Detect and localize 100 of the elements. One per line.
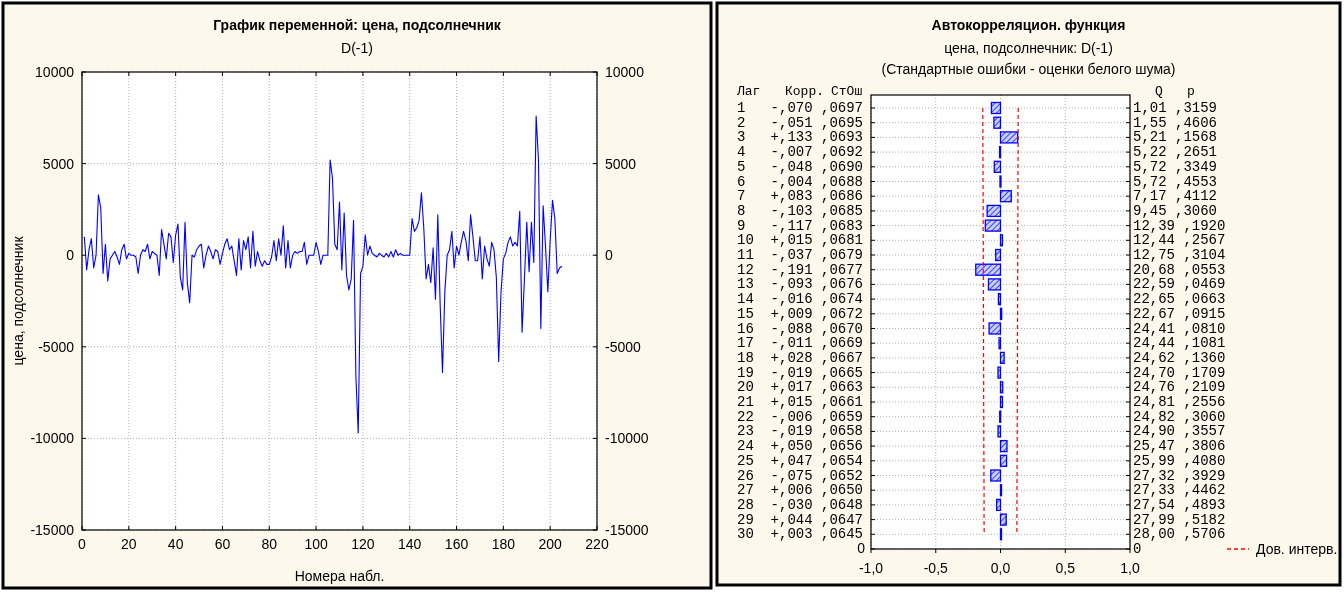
bar bbox=[999, 454, 1008, 467]
text: 19 -,019 ,0665 bbox=[737, 364, 864, 381]
x-tick-label: 1,0 bbox=[1120, 560, 1140, 576]
chart-subtitle: D(-1) bbox=[341, 40, 373, 56]
text: 24,76 ,2109 bbox=[1133, 379, 1226, 396]
bar bbox=[990, 469, 1002, 482]
text: 5 -,048 ,0690 bbox=[737, 158, 864, 175]
text: 4 -,007 ,0692 bbox=[737, 144, 864, 161]
text: Лаг bbox=[736, 84, 761, 99]
legend-label: Дов. интерв. bbox=[1256, 541, 1338, 557]
bar bbox=[988, 322, 1002, 335]
text: 9 -,117 ,0683 bbox=[737, 217, 864, 234]
text: 2 -,051 ,0695 bbox=[737, 114, 864, 131]
bar bbox=[975, 263, 1002, 276]
x-tick-label: 0,5 bbox=[1055, 560, 1076, 576]
bar bbox=[997, 292, 1002, 306]
bar bbox=[993, 160, 1002, 173]
text: 20,68 ,0553 bbox=[1133, 261, 1226, 278]
text: 27,99 ,5182 bbox=[1133, 511, 1226, 528]
text: 10 +,015 ,0681 bbox=[737, 232, 864, 249]
bar bbox=[995, 248, 1002, 262]
text: 5,72 ,4553 bbox=[1133, 173, 1218, 190]
bar bbox=[987, 278, 1002, 291]
bar bbox=[984, 219, 1002, 232]
y2-tick-label: -10000 bbox=[605, 430, 649, 447]
y-tick-label: 0 bbox=[66, 247, 75, 264]
x-tick-label: 120 bbox=[351, 536, 375, 552]
x-tick-label: -0,5 bbox=[923, 560, 949, 576]
text: 24,90 ,3557 bbox=[1133, 423, 1226, 440]
x-tick-label: 200 bbox=[538, 536, 563, 552]
y2-tick-label: 5000 bbox=[605, 155, 637, 172]
bar bbox=[999, 131, 1019, 144]
text: 25 +,047 ,0654 bbox=[737, 452, 864, 469]
text: 12,44 ,2567 bbox=[1133, 232, 1226, 249]
text: 14 -,016 ,0674 bbox=[737, 291, 864, 308]
x-tick-label: 140 bbox=[398, 536, 422, 552]
text: 24,82 ,3060 bbox=[1133, 408, 1226, 425]
text: 23 -,019 ,0658 bbox=[737, 423, 864, 440]
x-tick-label: 0 bbox=[78, 536, 87, 552]
text: 7 +,083 ,0686 bbox=[737, 188, 864, 205]
y2-tick-label: 10000 bbox=[605, 64, 645, 80]
text: Корр. bbox=[785, 84, 825, 99]
text: 24,44 ,1081 bbox=[1133, 335, 1226, 352]
text: 11 -,037 ,0679 bbox=[737, 247, 864, 263]
text: 3 +,133 ,0693 bbox=[737, 129, 864, 146]
text: 27,54 ,4893 bbox=[1133, 496, 1226, 513]
text: 28 -,030 ,0648 bbox=[737, 496, 864, 513]
text: 24,70 ,1709 bbox=[1133, 364, 1226, 381]
text: 1,55 ,4606 bbox=[1133, 114, 1218, 131]
x-tick-label: 160 bbox=[444, 536, 469, 552]
text: 21 +,015 ,0661 bbox=[737, 394, 864, 410]
y-axis-title: цена, подсолнечник bbox=[10, 235, 26, 366]
text: Q bbox=[1155, 84, 1163, 99]
y-tick-label: -15000 bbox=[30, 522, 75, 538]
x-tick-label: -1,0 bbox=[858, 560, 884, 576]
text: 9,45 ,3060 bbox=[1133, 202, 1218, 219]
text: 18 +,028 ,0667 bbox=[737, 349, 864, 366]
text: 15 +,009 ,0672 bbox=[737, 305, 864, 322]
text: 25,47 ,3806 bbox=[1133, 438, 1226, 455]
chart-subtitle: цена, подсолнечник: D(-1) (Стандартные ошибки - оценки белого шума) bbox=[881, 40, 1176, 77]
bar bbox=[995, 498, 1002, 512]
y-tick-label: -5000 bbox=[38, 338, 75, 355]
text: 17 -,011 ,0669 bbox=[737, 335, 864, 352]
x-tick-label: 0,0 bbox=[990, 560, 1011, 576]
text: 7,17 ,4112 bbox=[1133, 188, 1218, 205]
text: 12 -,191 ,0677 bbox=[737, 261, 864, 278]
text: 22,65 ,0663 bbox=[1133, 291, 1226, 308]
text: 12,75 ,3104 bbox=[1133, 247, 1226, 263]
bar bbox=[986, 204, 1002, 218]
text: 27 +,006 ,0650 bbox=[737, 482, 864, 499]
text: 6 -,004 ,0688 bbox=[737, 173, 864, 190]
text: 20 +,017 ,0663 bbox=[737, 379, 864, 396]
text: 24 +,050 ,0656 bbox=[737, 438, 864, 455]
text: 25,99 ,4080 bbox=[1133, 452, 1226, 469]
x-tick-label: 40 bbox=[167, 536, 184, 552]
chart-title: Автокорреляцион. функция bbox=[931, 17, 1126, 33]
bar bbox=[999, 351, 1005, 365]
y2-tick-label: -15000 bbox=[605, 522, 649, 538]
text: 16 -,088 ,0670 bbox=[737, 320, 864, 337]
text: 30 +,003 ,0645 bbox=[737, 526, 864, 543]
x-tick-label: 20 bbox=[121, 536, 137, 552]
y-tick-label: 5000 bbox=[42, 155, 75, 172]
text: 22,59 ,0469 bbox=[1133, 276, 1226, 293]
text: p bbox=[1187, 84, 1195, 99]
text: 12,39 ,1920 bbox=[1133, 217, 1226, 234]
text: 27,32 ,3929 bbox=[1133, 467, 1226, 484]
bar bbox=[993, 116, 1002, 129]
x-tick-label: 100 bbox=[304, 536, 328, 552]
text: 1 -,070 ,0697 bbox=[737, 100, 864, 116]
bar bbox=[999, 439, 1008, 453]
text: 22 -,006 ,0659 bbox=[737, 408, 864, 425]
text: 24,62 ,1360 bbox=[1133, 349, 1226, 366]
x-tick-label: 180 bbox=[491, 536, 516, 552]
bar bbox=[999, 190, 1012, 203]
text: 13 -,093 ,0676 bbox=[737, 276, 864, 293]
text: 5,21 ,1568 bbox=[1133, 129, 1218, 146]
text: 28,00 ,5706 bbox=[1133, 526, 1226, 543]
text: СтОш bbox=[831, 84, 863, 99]
line-series bbox=[83, 115, 563, 434]
bar bbox=[997, 366, 1002, 379]
